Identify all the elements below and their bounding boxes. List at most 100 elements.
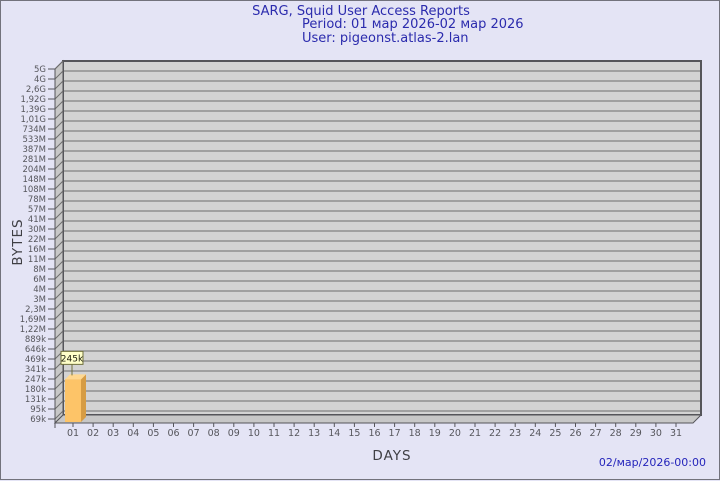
y-tick-diagonal bbox=[54, 290, 64, 300]
y-tick-diagonal bbox=[54, 180, 64, 190]
y-tick-diagonal bbox=[54, 380, 64, 390]
y-tick-label: 1,92G bbox=[20, 95, 46, 105]
y-tick-label: 16M bbox=[28, 245, 46, 255]
y-tick-label: 30M bbox=[28, 225, 46, 235]
report-user: User: pigeonst.atlas-2.lan bbox=[302, 30, 469, 46]
x-tick-label: 30 bbox=[650, 428, 662, 439]
x-tick-label: 04 bbox=[127, 428, 139, 439]
y-tick-label: 180k bbox=[25, 385, 46, 395]
y-tick-label: 131k bbox=[25, 395, 46, 405]
y-tick-diagonal bbox=[54, 160, 64, 170]
y-tick-label: 148M bbox=[22, 175, 46, 185]
y-tick-diagonal bbox=[54, 100, 64, 110]
x-tick-label: 09 bbox=[228, 428, 240, 439]
y-tick-diagonal bbox=[54, 140, 64, 150]
x-tick-label: 21 bbox=[469, 428, 481, 439]
x-axis-title: DAYS bbox=[372, 448, 411, 464]
y-tick-diagonal bbox=[54, 330, 64, 340]
x-tick-label: 07 bbox=[188, 428, 200, 439]
y-tick-label: 469k bbox=[25, 355, 46, 365]
y-axis-title: BYTES bbox=[10, 218, 26, 265]
y-tick-label: 281M bbox=[22, 155, 46, 165]
y-tick-label: 387M bbox=[22, 145, 46, 155]
x-tick-label: 29 bbox=[630, 428, 642, 439]
y-tick-diagonal bbox=[54, 370, 64, 380]
y-tick-diagonal bbox=[54, 400, 64, 410]
y-tick-diagonal bbox=[54, 70, 64, 80]
y-tick-label: 95k bbox=[30, 405, 46, 415]
report-timestamp: 02/мар/2026-00:00 bbox=[598, 456, 706, 469]
y-tick-label: 5G bbox=[34, 65, 46, 75]
y-tick-label: 69k bbox=[30, 415, 46, 425]
x-tick-label: 01 bbox=[67, 428, 79, 439]
y-tick-diagonal bbox=[54, 220, 64, 230]
y-tick-diagonal bbox=[54, 260, 64, 270]
y-tick-label: 2,6G bbox=[26, 85, 46, 95]
y-tick-diagonal bbox=[54, 190, 64, 200]
x-tick-label: 17 bbox=[389, 428, 401, 439]
x-tick-label: 26 bbox=[569, 428, 581, 439]
y-tick-label: 78M bbox=[28, 195, 46, 205]
y-tick-label: 889k bbox=[25, 335, 46, 345]
y-tick-diagonal bbox=[54, 210, 64, 220]
y-tick-label: 4M bbox=[33, 285, 46, 295]
y-tick-label: 3M bbox=[33, 295, 46, 305]
x-tick-label: 20 bbox=[449, 428, 461, 439]
y-tick-label: 22M bbox=[28, 235, 46, 245]
y-tick-label: 11M bbox=[28, 255, 46, 265]
x-tick-label: 12 bbox=[288, 428, 300, 439]
y-tick-label: 734M bbox=[22, 125, 46, 135]
y-tick-diagonal bbox=[54, 240, 64, 250]
floor bbox=[53, 414, 703, 424]
y-tick-diagonal bbox=[54, 60, 64, 70]
report-title: SARG, Squid User Access Reports bbox=[252, 4, 470, 19]
y-tick-label: 6M bbox=[33, 275, 46, 285]
y-tick-diagonal bbox=[54, 90, 64, 100]
y-tick-diagonal bbox=[54, 410, 64, 420]
y-tick-label: 1,69M bbox=[20, 315, 46, 325]
y-tick-label: 8M bbox=[33, 265, 46, 275]
y-tick-diagonal bbox=[54, 230, 64, 240]
y-tick-diagonal bbox=[54, 110, 64, 120]
x-tick-label: 25 bbox=[549, 428, 561, 439]
x-tick-label: 14 bbox=[328, 428, 340, 439]
x-tick-label: 27 bbox=[590, 428, 602, 439]
y-tick-diagonal bbox=[54, 170, 64, 180]
x-tick-label: 11 bbox=[268, 428, 280, 439]
x-tick-label: 16 bbox=[368, 428, 380, 439]
x-tick-label: 13 bbox=[308, 428, 320, 439]
x-tick-label: 06 bbox=[167, 428, 179, 439]
y-tick-diagonal bbox=[54, 300, 64, 310]
x-tick-label: 08 bbox=[208, 428, 220, 439]
x-tick-label: 03 bbox=[107, 428, 119, 439]
report-period: Period: 01 мар 2026-02 мар 2026 bbox=[302, 17, 524, 32]
y-tick-label: 4G bbox=[34, 75, 46, 85]
y-tick-label: 108M bbox=[22, 185, 46, 195]
y-tick-diagonal bbox=[54, 320, 64, 330]
x-tick-label: 28 bbox=[610, 428, 622, 439]
x-tick-label: 05 bbox=[147, 428, 159, 439]
plot-area bbox=[63, 61, 701, 415]
y-tick-diagonal bbox=[54, 120, 64, 130]
x-tick-label: 15 bbox=[348, 428, 360, 439]
y-tick-label: 1,39G bbox=[20, 105, 46, 115]
y-tick-diagonal bbox=[54, 150, 64, 160]
x-tick-label: 18 bbox=[409, 428, 421, 439]
y-tick-label: 2,3M bbox=[25, 305, 46, 315]
bar-day-01 bbox=[65, 379, 81, 422]
y-tick-label: 646k bbox=[25, 345, 46, 355]
y-tick-label: 247k bbox=[25, 375, 46, 385]
x-tick-label: 10 bbox=[248, 428, 260, 439]
bar-side-day-01 bbox=[81, 374, 86, 422]
y-tick-diagonal bbox=[54, 80, 64, 90]
y-tick-label: 1,01G bbox=[20, 115, 46, 125]
y-tick-diagonal bbox=[54, 390, 64, 400]
y-tick-label: 57M bbox=[28, 205, 46, 215]
x-tick-label: 02 bbox=[87, 428, 99, 439]
y-tick-label: 533M bbox=[22, 135, 46, 145]
bar-value-box bbox=[60, 350, 84, 365]
y-tick-label: 204M bbox=[22, 165, 46, 175]
y-tick-label: 341k bbox=[25, 365, 46, 375]
